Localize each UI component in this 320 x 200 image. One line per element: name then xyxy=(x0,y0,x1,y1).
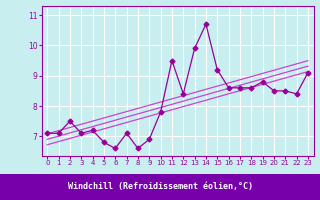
Text: Windchill (Refroidissement éolien,°C): Windchill (Refroidissement éolien,°C) xyxy=(68,182,252,192)
